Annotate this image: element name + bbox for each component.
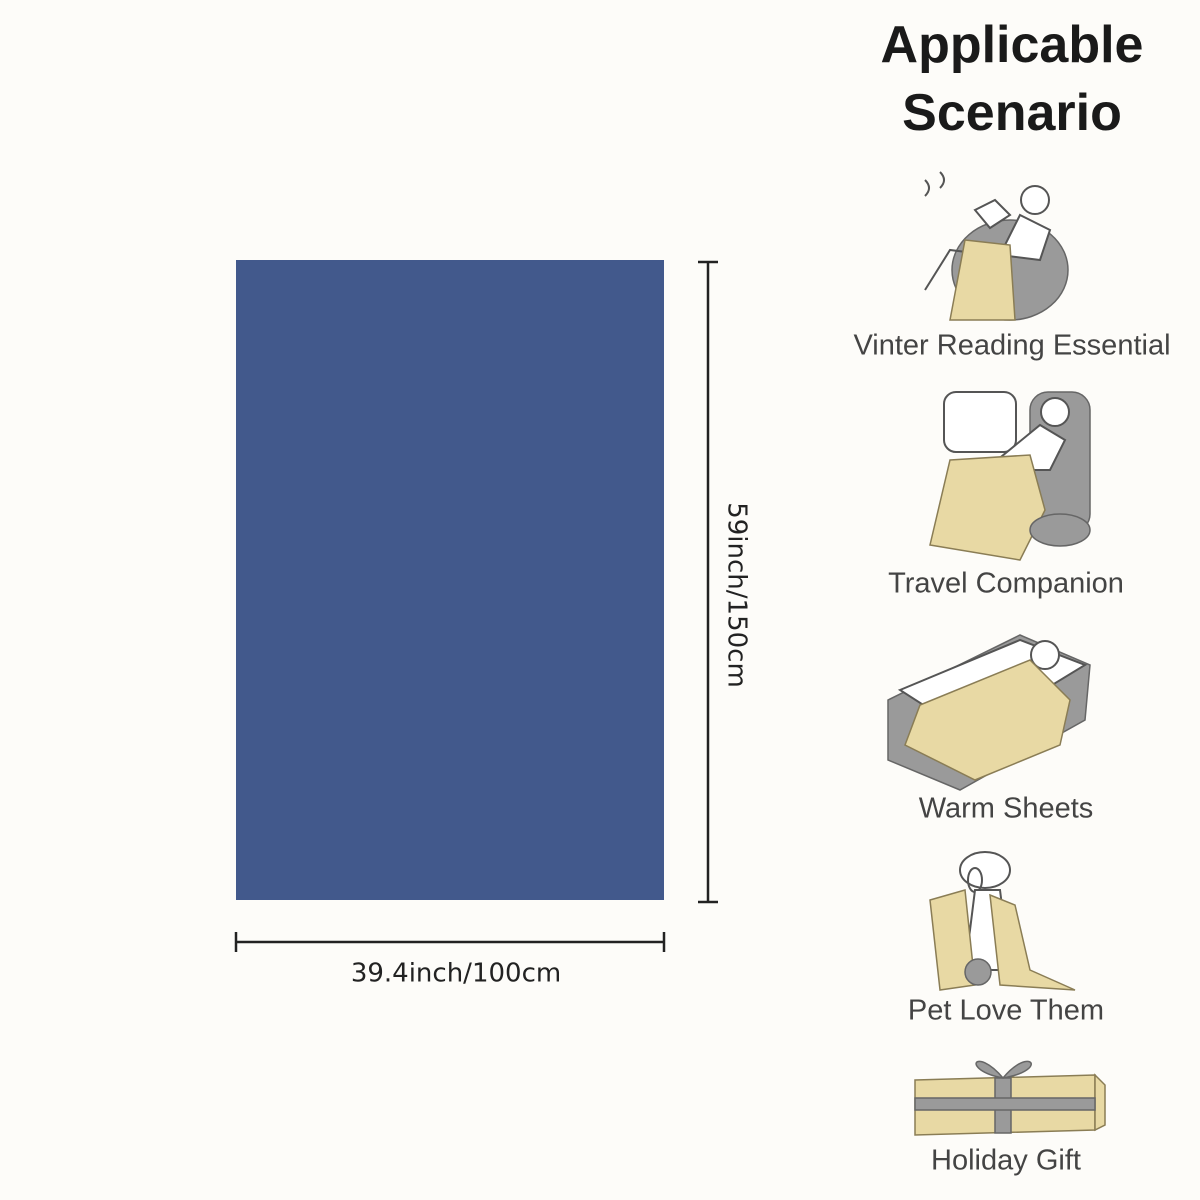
bed-icon bbox=[887, 634, 1091, 791]
blanket bbox=[236, 260, 664, 900]
width-dimension bbox=[234, 932, 666, 952]
scenario-label: Travel Companion bbox=[888, 568, 1124, 600]
title-line: Scenario bbox=[902, 84, 1122, 142]
scenario-label: Warm Sheets bbox=[919, 793, 1094, 825]
scenario-label: Pet Love Them bbox=[908, 995, 1104, 1027]
width-label: 39.4inch/100cm bbox=[351, 959, 561, 989]
travel-icon bbox=[929, 391, 1091, 561]
gift-icon bbox=[914, 1060, 1106, 1136]
pet-icon bbox=[929, 851, 1076, 991]
height-label: 59inch/150cm bbox=[722, 502, 752, 688]
reading-icon bbox=[924, 171, 1069, 321]
scenario-label: Vinter Reading Essential bbox=[853, 330, 1170, 362]
title-line: Applicable bbox=[881, 16, 1144, 74]
height-dimension bbox=[698, 260, 718, 904]
scenario-label: Holiday Gift bbox=[931, 1145, 1081, 1177]
